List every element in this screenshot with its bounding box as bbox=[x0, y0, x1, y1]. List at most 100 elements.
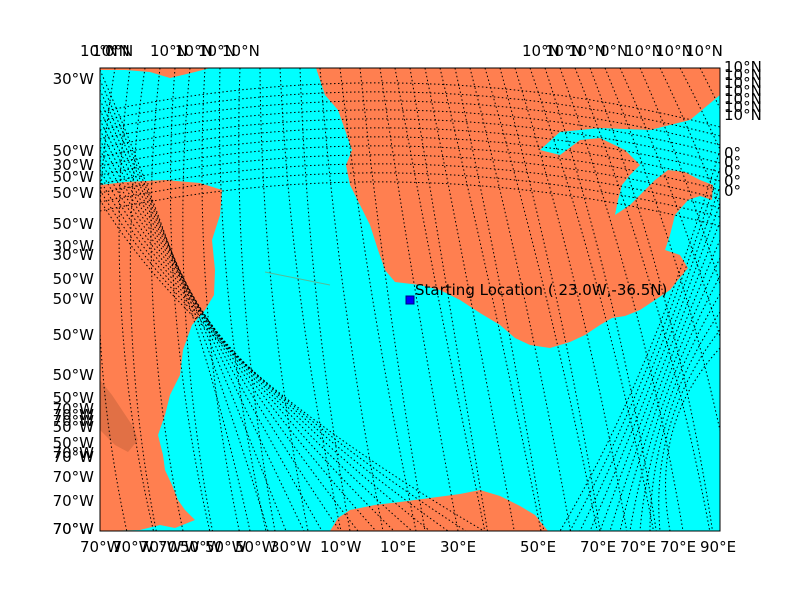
tick-label-bottom: 70°E bbox=[580, 538, 616, 556]
tick-label-left: 50°W bbox=[53, 418, 95, 436]
tick-label-left: 30°W bbox=[53, 246, 95, 264]
tick-label-left: 70°W bbox=[53, 520, 95, 538]
tick-label-top: 0°N bbox=[600, 42, 628, 60]
graticule-parallel bbox=[100, 127, 720, 173]
tick-label-bottom: 50°W bbox=[235, 538, 277, 556]
graticule-meridian bbox=[544, 68, 657, 531]
graticule-meridian bbox=[201, 68, 240, 531]
tick-label-left: 50°W bbox=[53, 326, 95, 344]
tick-label-bottom: 50°E bbox=[520, 538, 556, 556]
graticule-meridian bbox=[499, 68, 601, 531]
tick-labels-top-left: 10°N10°N0°N 10°N10°N10°N10°N bbox=[80, 42, 260, 60]
graticule-meridian bbox=[454, 68, 545, 531]
tick-label-bottom: 70°E bbox=[620, 538, 656, 556]
tick-label-left: 50°W bbox=[53, 434, 95, 452]
tick-label-right: 10°N bbox=[724, 106, 762, 124]
tick-label-left: 70°W bbox=[53, 468, 95, 486]
tick-label-bottom: 70°W bbox=[80, 538, 122, 556]
tick-label-left: 70°W bbox=[53, 520, 95, 538]
starting-location-marker bbox=[405, 295, 415, 305]
tick-label-bottom: 70°W bbox=[112, 538, 154, 556]
tick-label-right: 10°N bbox=[724, 66, 762, 84]
graticule-meridian bbox=[259, 68, 309, 531]
tick-label-right: 10°N bbox=[724, 98, 762, 116]
graticule-parallel bbox=[100, 91, 720, 137]
graticule-meridian bbox=[619, 257, 720, 531]
tick-label-left: 70°W bbox=[53, 400, 95, 418]
landmass-madagascar bbox=[630, 222, 643, 250]
tick-label-right: 10°N bbox=[724, 74, 762, 92]
graticule-meridian bbox=[339, 68, 417, 531]
tick-label-bottom: 10°W bbox=[320, 538, 362, 556]
graticule-meridian bbox=[100, 199, 485, 531]
graticule-parallel bbox=[100, 172, 720, 218]
graticule-meridian bbox=[424, 68, 515, 531]
graticule-parallel bbox=[100, 154, 720, 200]
tick-label-bottom: 50°W bbox=[180, 538, 222, 556]
graticule-parallel bbox=[100, 82, 720, 128]
tick-label-right: 10°N bbox=[724, 82, 762, 100]
graticule-parallel bbox=[100, 118, 720, 164]
graticule-meridian bbox=[719, 68, 720, 70]
graticule-meridian bbox=[579, 185, 720, 531]
graticule-meridian bbox=[150, 68, 184, 531]
tick-label-top: 10°N bbox=[655, 42, 693, 60]
landmass-andes-shade bbox=[100, 380, 138, 452]
tick-label-bottom: 50°W bbox=[205, 538, 247, 556]
tick-label-top: 10°N bbox=[175, 42, 213, 60]
tick-label-right: 10°N bbox=[724, 58, 762, 76]
graticule-meridian bbox=[609, 239, 720, 531]
tick-labels-top-right: 10°N10°N10°N0°N10°N10°N10°N bbox=[522, 42, 723, 60]
tick-label-top: 10°N bbox=[568, 42, 606, 60]
tick-label-top: 10°N bbox=[545, 42, 583, 60]
tick-label-left: 30°W bbox=[53, 156, 95, 174]
tick-label-top: 10°N bbox=[522, 42, 560, 60]
graticule-meridian bbox=[619, 68, 720, 339]
graticule-meridian bbox=[100, 189, 467, 531]
tick-label-left: 70°W bbox=[53, 492, 95, 510]
tick-label-right: 10°N bbox=[724, 90, 762, 108]
graticule-parallel bbox=[100, 181, 720, 227]
landmass-top-left bbox=[100, 68, 210, 78]
tick-label-right: 0° bbox=[724, 172, 741, 190]
graticule-parallel bbox=[100, 145, 720, 191]
graticule-meridian bbox=[589, 203, 720, 531]
graticule-meridian bbox=[279, 68, 342, 531]
graticule-meridian bbox=[665, 347, 720, 531]
graticule bbox=[100, 68, 720, 531]
tick-labels-left: 30°W50°W30°W50°W50°W50°W30°W30°W50°W50°W… bbox=[53, 70, 95, 538]
tick-label-left: 50°W bbox=[53, 168, 95, 186]
tick-label-bottom: 70°W bbox=[158, 538, 200, 556]
graticule-meridian bbox=[639, 68, 720, 286]
graticule-meridian bbox=[182, 68, 213, 531]
graticule-meridian bbox=[100, 79, 269, 531]
graticule-meridian bbox=[469, 68, 571, 531]
tick-label-left: 70°W bbox=[53, 412, 95, 430]
graticule-meridian bbox=[574, 68, 711, 531]
tick-labels-right: 10°N10°N10°N10°N10°N10°N10°N0°0°0°0°0° bbox=[724, 58, 762, 200]
tick-label-bottom: 30°E bbox=[440, 538, 476, 556]
landmass-island bbox=[140, 347, 155, 358]
graticule-meridian bbox=[100, 99, 305, 531]
graticule-meridian bbox=[319, 68, 384, 531]
graticule-parallel bbox=[100, 163, 720, 209]
graticule-meridian bbox=[218, 68, 267, 531]
graticule-meridian bbox=[599, 221, 720, 531]
tick-label-left: 50°W bbox=[53, 215, 95, 233]
tick-label-bottom: 90°E bbox=[700, 538, 736, 556]
tick-label-bottom: 70°W bbox=[140, 538, 182, 556]
graticule-meridian bbox=[514, 68, 628, 531]
tick-label-right: 0° bbox=[724, 144, 741, 162]
tick-label-bottom: 30°W bbox=[270, 538, 312, 556]
tick-label-left: 70°W bbox=[53, 448, 95, 466]
graticule-parallel bbox=[100, 100, 720, 146]
tick-label-top: 0°N bbox=[105, 42, 133, 60]
graticule-meridian bbox=[604, 68, 720, 433]
tick-label-right: 0° bbox=[724, 182, 741, 200]
tick-label-top: 10°N bbox=[198, 42, 236, 60]
tick-label-top: 10°N bbox=[150, 42, 188, 60]
graticule-meridian bbox=[100, 69, 251, 531]
graticule-meridian bbox=[379, 68, 459, 531]
landmass-antarctica bbox=[330, 490, 548, 531]
